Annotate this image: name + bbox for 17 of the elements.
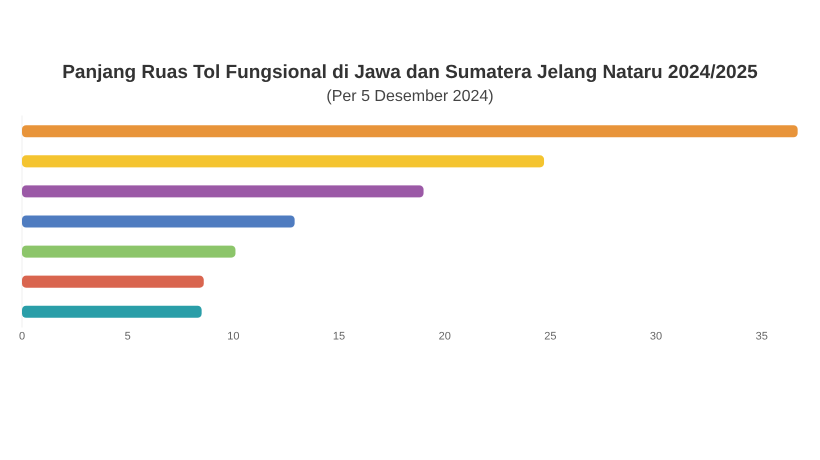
x-tick-label: 20	[438, 330, 451, 342]
x-tick-label: 5	[124, 330, 131, 342]
x-tick-label: 0	[18, 330, 26, 342]
bar	[22, 215, 295, 228]
bar	[22, 185, 424, 198]
bar	[22, 125, 798, 138]
bar	[22, 306, 202, 318]
bar	[22, 155, 544, 168]
x-tick-label: 30	[650, 330, 662, 342]
x-tick-label: 15	[332, 330, 346, 342]
x-tick-label: 35	[756, 330, 768, 342]
x-tick-label: 25	[544, 330, 557, 342]
bar	[22, 276, 204, 288]
chart-subtitle: (Per 5 Desember 2024)	[325, 88, 495, 106]
bar	[22, 246, 236, 258]
x-tick-label: 10	[227, 330, 240, 342]
chart-title: Panjang Ruas Tol Fungsional di Jawa dan Sumatera Jelang Nataru 2024/2025	[61, 62, 759, 84]
